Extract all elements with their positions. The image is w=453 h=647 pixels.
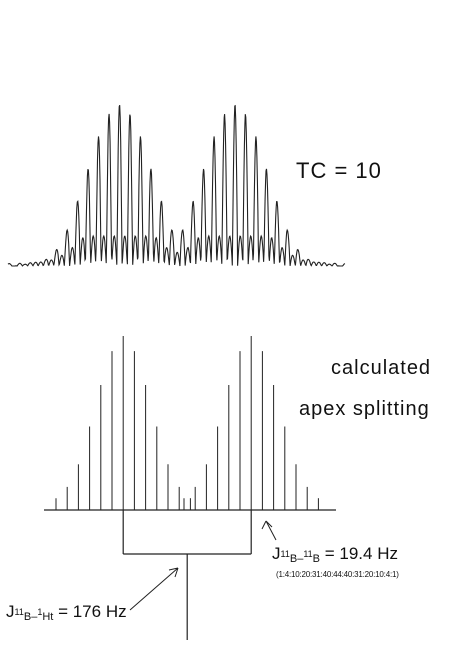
coupling-bh-nuc1: B xyxy=(23,611,32,623)
coupling-bb-iso2: 11 xyxy=(303,549,313,559)
coupling-bb-label: J11B–11B = 19.4 Hz xyxy=(272,544,398,565)
coupling-bh-prefix: J xyxy=(6,602,15,621)
bh-arrow xyxy=(129,567,179,611)
coupling-bh-iso1: 11 xyxy=(14,607,24,617)
tc10-trace-line xyxy=(7,104,346,267)
coupling-bh-nuc2: H xyxy=(42,611,51,623)
tc-label: TC = 10 xyxy=(296,158,382,183)
coupling-bh-label: J11B–1Ht = 176 Hz xyxy=(6,602,127,623)
coupling-bh-value: = 176 Hz xyxy=(58,602,127,621)
bb-arrow xyxy=(261,520,277,541)
stick-title-line2: apex splitting xyxy=(299,398,430,420)
coupling-bh-iso2: 1 xyxy=(37,607,43,617)
coupling-bb-nuc1: B xyxy=(289,553,298,565)
calculated-stick-spectrum xyxy=(44,336,336,640)
coupling-bb-iso1: 11 xyxy=(280,549,290,559)
tc10-trace xyxy=(7,104,346,267)
coupling-bh-dash: – xyxy=(31,611,38,623)
stick-title-line1: calculated xyxy=(331,357,432,379)
coupling-bb-value: = 19.4 Hz xyxy=(324,544,398,563)
coupling-bb-prefix: J xyxy=(272,544,281,563)
coupling-bh-sub2: t xyxy=(50,611,54,623)
coupling-bb-dash: – xyxy=(297,553,304,565)
intensity-sequence: (1:4:10:20:31:40:44:40:31:20:10:4:1) xyxy=(276,570,399,579)
coupling-bb-nuc2: B xyxy=(312,553,320,565)
